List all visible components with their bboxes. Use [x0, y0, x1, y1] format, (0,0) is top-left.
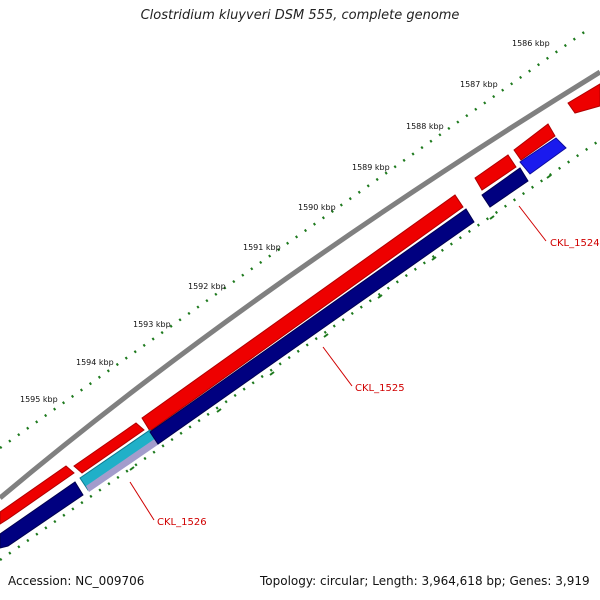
inner-dotted-scale	[0, 138, 600, 562]
reverse-gene-feature	[86, 438, 159, 492]
genome-backbone	[0, 69, 600, 500]
scale-label: 1591 kbp	[243, 243, 281, 252]
forward-gene	[474, 154, 517, 191]
forward-strand	[0, 83, 600, 525]
genome-summary: Topology: circular; Length: 3,964,618 bp…	[260, 574, 590, 588]
reverse-strand	[0, 137, 567, 549]
inner-major-tick	[269, 371, 275, 376]
forward-gene	[0, 465, 75, 525]
scale-label: 1594 kbp	[76, 358, 114, 367]
outer-dotted-scale	[0, 26, 591, 450]
scale-label: 1587 kbp	[460, 80, 498, 89]
gene-label-ckl-1524[interactable]: CKL_1524	[550, 238, 600, 249]
inner-scale-ticks	[0, 138, 600, 562]
forward-gene	[513, 123, 556, 161]
ckl-1524-callout-line	[518, 205, 547, 242]
scale-label: 1590 kbp	[298, 203, 336, 212]
ckl-1525-callout-line	[322, 346, 353, 387]
accession-text: Accession: NC_009706	[8, 574, 145, 588]
reverse-gene	[481, 167, 529, 208]
inner-major-tick	[216, 408, 222, 413]
outer-scale-ticks	[0, 26, 591, 450]
scale-label: 1586 kbp	[512, 39, 550, 48]
gene-label-ckl-1526[interactable]: CKL_1526	[157, 517, 207, 528]
forward-gene	[141, 194, 464, 432]
scale-label: 1595 kbp	[20, 395, 58, 404]
ckl-1526-callout-line	[129, 481, 155, 521]
inner-major-tick	[431, 256, 437, 261]
scale-label: 1593 kbp	[133, 320, 171, 329]
scale-label: 1592 kbp	[188, 282, 226, 291]
forward-gene	[567, 83, 600, 114]
gene-callouts	[129, 205, 547, 521]
inner-major-tick	[323, 333, 329, 338]
inner-major-tick	[546, 174, 552, 179]
scale-label: 1588 kbp	[406, 122, 444, 131]
genome-title: Clostridium kluyveri DSM 555, complete g…	[140, 8, 460, 23]
inner-major-tick	[129, 466, 135, 471]
reverse-gene	[149, 208, 475, 445]
gene-label-ckl-1525[interactable]: CKL_1525	[355, 383, 405, 394]
scale-label: 1589 kbp	[352, 163, 390, 172]
scale-labels: 1586 kbp 1587 kbp 1588 kbp 1589 kbp 1590…	[20, 39, 550, 404]
reverse-gene	[0, 481, 84, 549]
inner-major-tick	[377, 294, 383, 299]
reverse-gene	[519, 137, 567, 175]
forward-gene	[73, 422, 145, 474]
inner-major-tick	[489, 215, 495, 220]
